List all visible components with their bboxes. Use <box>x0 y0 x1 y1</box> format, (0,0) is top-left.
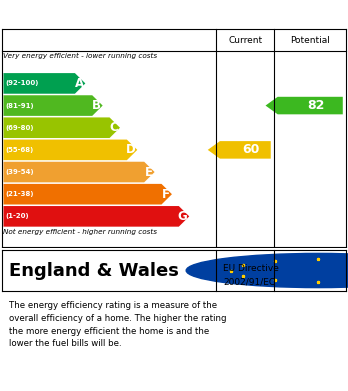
Polygon shape <box>3 206 189 227</box>
Polygon shape <box>3 184 172 204</box>
Text: The energy efficiency rating is a measure of the
overall efficiency of a home. T: The energy efficiency rating is a measur… <box>9 301 226 348</box>
Text: (55-68): (55-68) <box>6 147 34 153</box>
Text: Potential: Potential <box>290 36 330 45</box>
Text: (39-54): (39-54) <box>6 169 34 175</box>
Text: England & Wales: England & Wales <box>9 262 179 280</box>
Text: 2002/91/EC: 2002/91/EC <box>223 277 276 286</box>
Text: D: D <box>126 143 136 156</box>
Polygon shape <box>3 73 85 94</box>
Text: Energy Efficiency Rating: Energy Efficiency Rating <box>9 7 211 22</box>
Text: B: B <box>92 99 101 112</box>
Text: Not energy efficient - higher running costs: Not energy efficient - higher running co… <box>3 229 158 235</box>
Text: Very energy efficient - lower running costs: Very energy efficient - lower running co… <box>3 53 158 59</box>
Text: (69-80): (69-80) <box>6 125 34 131</box>
Text: EU Directive: EU Directive <box>223 264 279 273</box>
Text: (1-20): (1-20) <box>6 213 29 219</box>
Text: 60: 60 <box>242 143 259 156</box>
Text: (92-100): (92-100) <box>6 81 39 86</box>
Text: (21-38): (21-38) <box>6 191 34 197</box>
Text: (81-91): (81-91) <box>6 102 34 109</box>
Text: F: F <box>162 188 170 201</box>
Polygon shape <box>208 141 271 159</box>
Text: E: E <box>145 165 153 179</box>
Text: A: A <box>74 77 84 90</box>
Circle shape <box>186 253 348 288</box>
Text: G: G <box>178 210 188 223</box>
Polygon shape <box>3 140 137 160</box>
Text: 82: 82 <box>307 99 324 112</box>
Polygon shape <box>3 95 103 116</box>
Polygon shape <box>266 97 343 114</box>
Polygon shape <box>3 162 155 182</box>
Polygon shape <box>3 117 120 138</box>
Text: C: C <box>110 121 118 134</box>
Text: Current: Current <box>228 36 262 45</box>
